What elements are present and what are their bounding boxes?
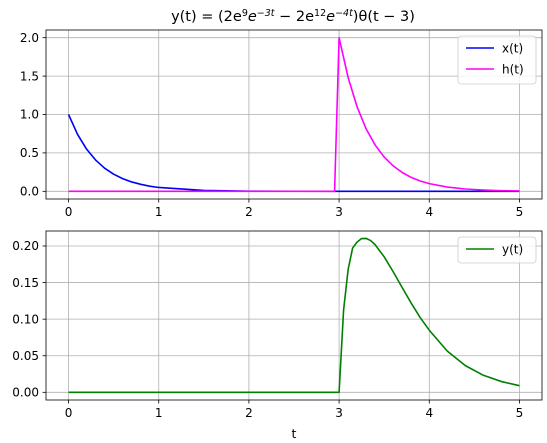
x-tick-label: 1 xyxy=(155,205,163,219)
series-line-xt xyxy=(67,114,520,193)
x-tick-label: 5 xyxy=(516,205,524,219)
legend-label: x(t) xyxy=(502,41,523,55)
y-tick-label: 0.00 xyxy=(12,386,39,400)
legend-label: y(t) xyxy=(502,242,523,256)
x-tick-label: 1 xyxy=(155,406,163,420)
series-line-ht xyxy=(68,36,520,193)
y-tick-label: 0.0 xyxy=(20,185,39,199)
x-tick-label: 2 xyxy=(245,406,253,420)
x-tick-label: 5 xyxy=(516,406,524,420)
bottom-plot: 0 1 2 3 4 5 0.00 0.05 0.10 0.15 0.20 y(t) xyxy=(12,230,543,420)
y-tick-label: 0.5 xyxy=(20,146,39,160)
y-tick-label: 2.0 xyxy=(20,31,39,45)
y-tick-label: 0.15 xyxy=(12,276,39,290)
x-tick-label: 4 xyxy=(425,406,433,420)
axes-frame xyxy=(45,230,543,401)
x-tick-label: 3 xyxy=(335,406,343,420)
top-plot: 0 1 2 3 4 5 0.0 0.5 1.0 1.5 2.0 x(t) h(t) xyxy=(20,29,543,219)
x-tick-label: 0 xyxy=(65,406,73,420)
legend: x(t) h(t) xyxy=(457,35,537,85)
x-tick-label: 0 xyxy=(65,205,73,219)
legend-label: h(t) xyxy=(502,62,524,76)
legend: y(t) xyxy=(457,236,537,264)
y-tick-label: 0.20 xyxy=(12,239,39,253)
x-tick-label: 2 xyxy=(245,205,253,219)
y-tick-label: 1.0 xyxy=(20,108,39,122)
series-line-yt xyxy=(68,237,520,394)
x-tick-label: 4 xyxy=(425,205,433,219)
legend-box xyxy=(457,236,537,264)
chart-title: y(t) = (2e9e−3t − 2e12e−4t)θ(t − 3) xyxy=(171,8,415,26)
x-axis-label: t xyxy=(292,426,297,441)
y-tick-label: 0.10 xyxy=(12,312,39,326)
y-tick-label: 0.05 xyxy=(12,349,39,363)
y-tick-label: 1.5 xyxy=(20,69,39,83)
x-tick-label: 3 xyxy=(335,205,343,219)
legend-box xyxy=(457,35,537,85)
